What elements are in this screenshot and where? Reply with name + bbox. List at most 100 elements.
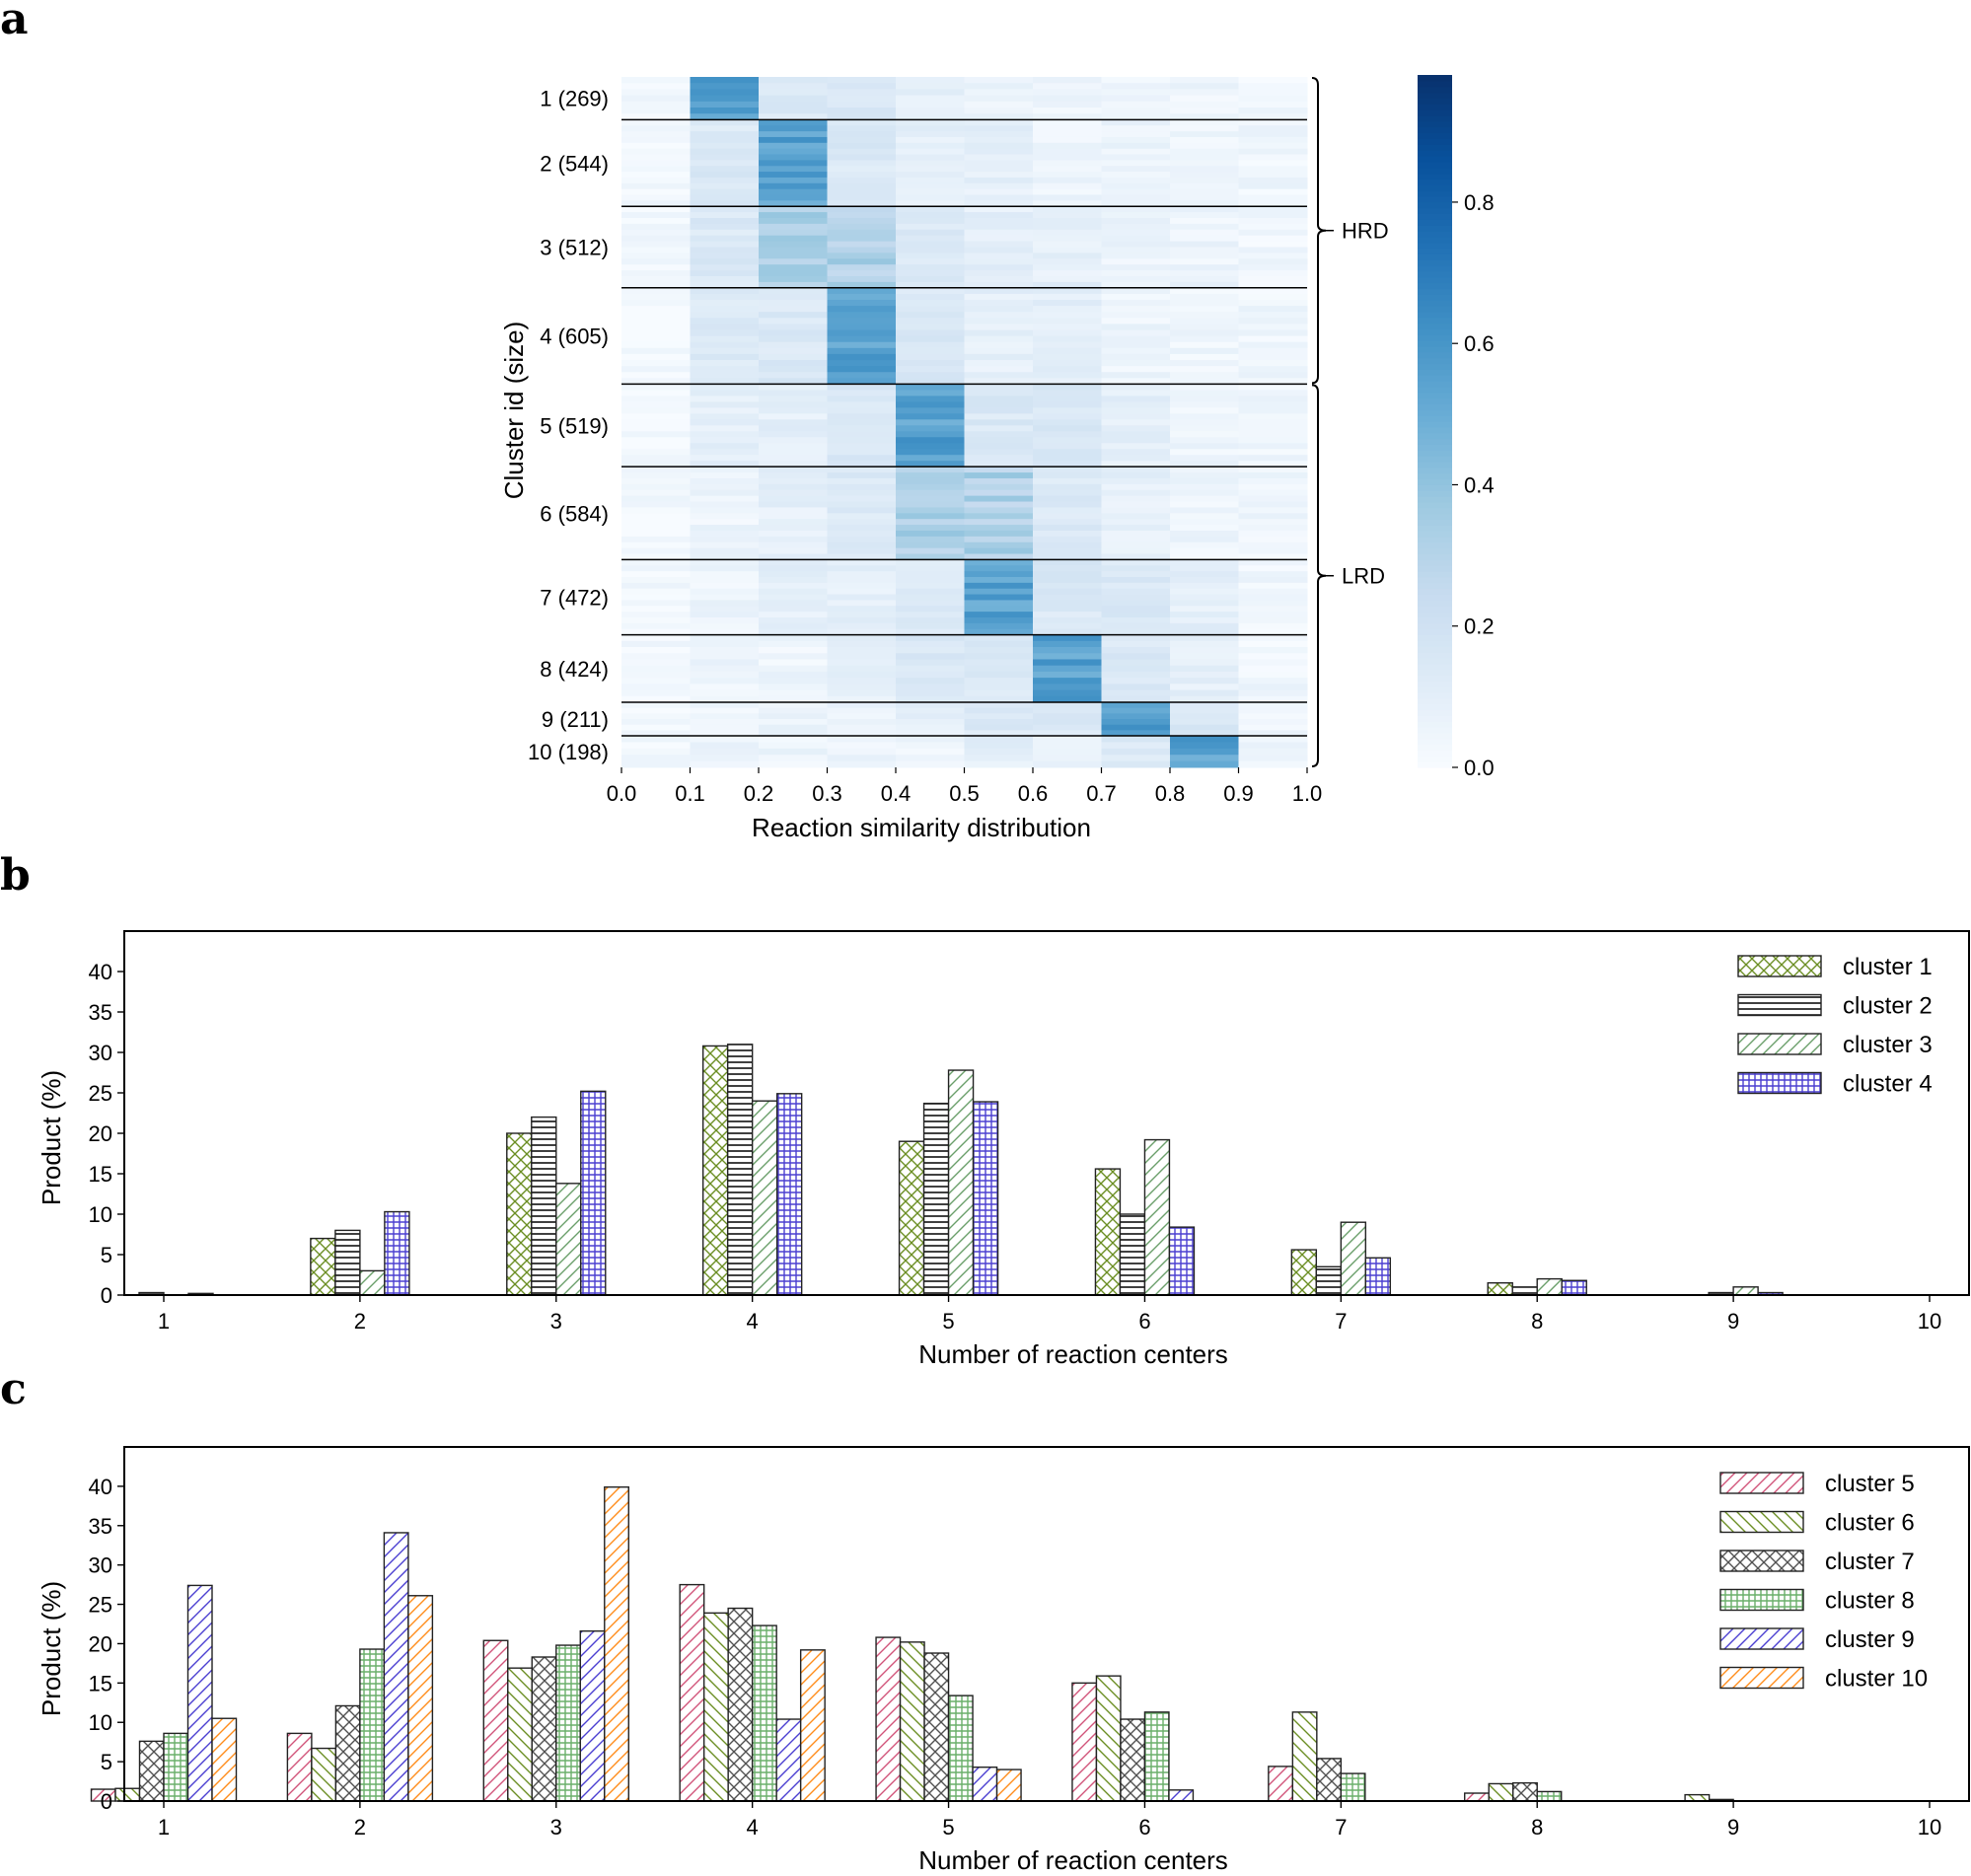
heatmap-cell [1170,306,1239,313]
heatmap-cell [621,200,691,207]
colorbar-segment [1418,225,1452,232]
y-tick-label: 25 [89,1593,112,1618]
heatmap-cell [621,95,691,103]
heatmap-cell [827,177,897,184]
heatmap-cell [964,547,1034,555]
y-tick-label: 15 [89,1671,112,1696]
heatmap-cell [1238,588,1308,596]
heatmap-cell [690,83,760,90]
heatmap-cell [1101,742,1171,750]
heatmap-cell [621,483,691,491]
heatmap-cell [1033,472,1102,479]
heatmap-cell [1101,513,1171,520]
heatmap-cell [690,372,760,379]
heatmap-cell [827,206,897,213]
heatmap-cell [896,467,965,473]
heatmap-cell [759,437,828,444]
legend-swatch [1719,1472,1804,1494]
heatmap-cell [1033,477,1102,485]
heatmap-cell [1033,83,1102,90]
heatmap-cell [1101,536,1171,543]
series-cluster-10 [211,1485,1022,1802]
colorbar-segment [1418,104,1452,110]
heatmap-cell [964,588,1034,596]
heatmap-cell [690,525,760,532]
heatmap-cell [1033,113,1102,120]
heatmap-cell [1238,477,1308,485]
heatmap-cell [1101,77,1171,84]
heatmap-cell [1101,665,1171,673]
legend-item: cluster 7 [1719,1549,1915,1575]
x-tick-label: 5 [942,1815,954,1840]
heatmap-cell [690,235,760,243]
heatmap-cell [896,360,965,367]
heatmap-cell [896,760,965,768]
heatmap-cell [1238,401,1308,408]
heatmap-cell [1033,217,1102,225]
heatmap-cell [1238,160,1308,167]
heatmap-cell [827,431,897,438]
colorbar-segment [1418,732,1452,740]
heatmap-cell [1170,622,1239,630]
y-tick-label: 20 [89,1121,112,1146]
heatmap-cell [621,119,691,126]
heatmap-cell [964,684,1034,691]
heatmap-cell [759,628,828,636]
heatmap-cell [1238,335,1308,343]
heatmap-cell [1101,461,1171,468]
colorbar-segment [1418,697,1452,705]
heatmap-cell [690,622,760,630]
series-cluster-7 [138,1607,1734,1802]
heatmap-cell [621,401,691,408]
heatmap-cell [690,378,760,385]
heatmap-cell [759,730,828,737]
heatmap-cell [690,396,760,402]
heatmap-cell [827,378,897,385]
heatmap-cell [621,594,691,601]
heatmap-cell [759,419,828,426]
heatmap-cell [964,565,1034,572]
heatmap-cell [964,678,1034,685]
heatmap-cell [1033,324,1102,331]
heatmap-cell [827,507,897,514]
legend-swatch [1737,993,1822,1017]
heatmap-cell [896,372,965,379]
heatmap-cell [1238,318,1308,325]
heatmap-cell [896,489,965,497]
heatmap-cell [964,606,1034,613]
heatmap-cluster-9 [621,702,1308,737]
bar [727,1607,754,1802]
heatmap-cell [621,640,691,648]
heatmap-cell [759,467,828,473]
heatmap-cell [1101,530,1171,538]
heatmap-cell [1033,536,1102,543]
heatmap-cell [896,755,965,762]
heatmap-cell [896,419,965,426]
colorbar-segment [1418,306,1452,313]
heatmap-cell [1101,684,1171,691]
colorbar: 0.0 0.2 0.4 0.6 0.8 [1418,75,1495,780]
heatmap-cell [690,270,760,277]
heatmap-cell [964,713,1034,720]
heatmap-cell [621,281,691,289]
heatmap-cell [1101,622,1171,630]
heatmap-cell [1033,390,1102,397]
heatmap-cell [827,495,897,503]
heatmap-cell [896,270,965,277]
heatmap-cell [964,194,1034,201]
heatmap-cell [896,600,965,607]
y-tick-label: 35 [89,1000,112,1025]
heatmap-cell [964,324,1034,331]
colorbar-segment [1418,167,1452,175]
heatmap-cell [690,489,760,497]
heatmap-cell [690,507,760,514]
heatmap-cell [1101,353,1171,361]
heatmap-cell [827,384,897,391]
heatmap-cell [964,449,1034,456]
heatmap-cell [1033,659,1102,667]
heatmap-cell [690,541,760,549]
heatmap-cell [964,217,1034,225]
heatmap-cell [964,276,1034,283]
colorbar-segment [1418,537,1452,543]
heatmap-cell [827,318,897,325]
